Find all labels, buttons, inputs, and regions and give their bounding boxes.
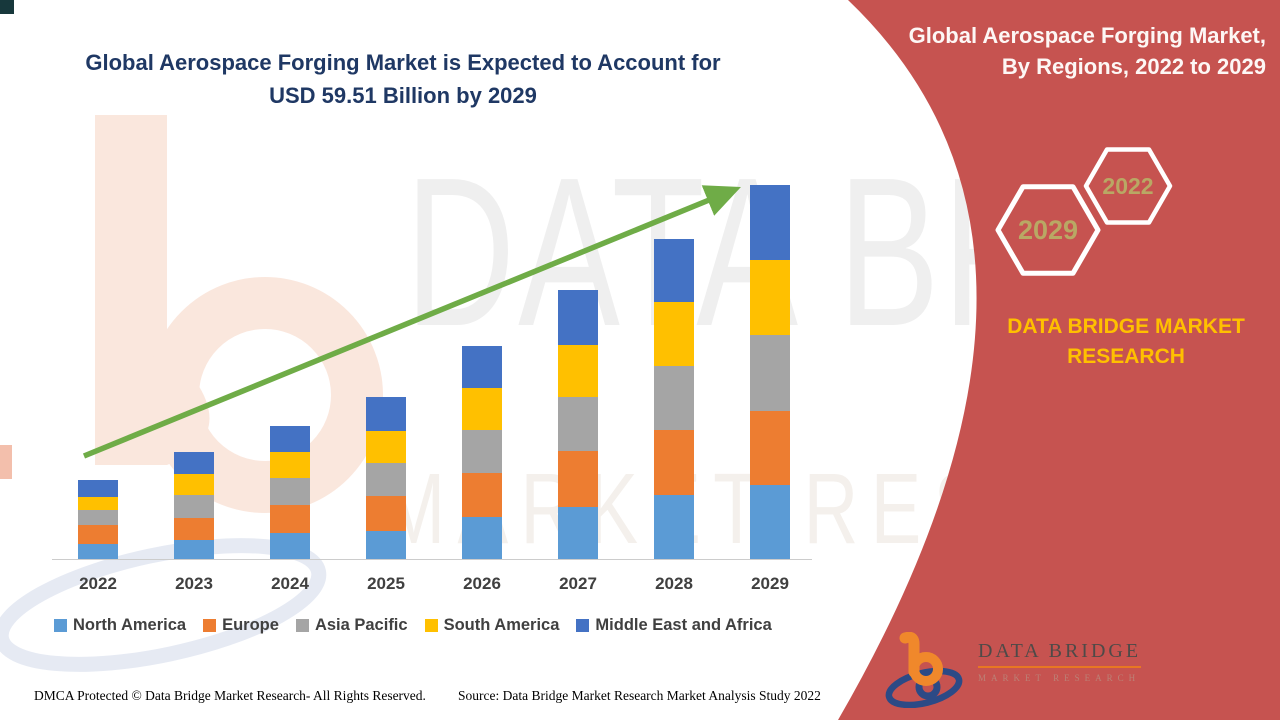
bar-segment-2028-north-america [654,494,694,559]
brand-logo-tagline: MARKET RESEARCH [978,673,1141,683]
legend-item-middle-east-and-africa: Middle East and Africa [576,616,772,635]
legend-label: Middle East and Africa [595,616,772,634]
brand-logo-icon [885,632,963,708]
page-title-line1: Global Aerospace Forging Market is Expec… [85,50,721,75]
bar-segment-2029-middle-east-and-africa [750,184,790,261]
bar-segment-2022-south-america [78,496,118,510]
bar-segment-2026-north-america [462,516,502,559]
legend-item-south-america: South America [424,616,560,635]
bar-segment-2029-asia-pacific [750,334,790,411]
corner-mark [0,0,14,14]
bar-segment-2029-north-america [750,484,790,559]
page-title-line2: USD 59.51 Billion by 2029 [269,83,537,108]
hexagon-2029-badge: 2029 [995,184,1101,276]
page-title: Global Aerospace Forging Market is Expec… [38,46,768,112]
sidebar-brand-line2: RESEARCH [1067,345,1185,368]
bar-segment-2027-europe [558,450,598,507]
x-axis-label-2025: 2025 [367,574,405,593]
brand-logo-text: DATA BRIDGE MARKET RESEARCH [978,640,1142,683]
legend-label: South America [443,616,560,634]
sidebar-heading-line1: Global Aerospace Forging Market, [908,23,1266,48]
sidebar-heading-line2: By Regions, 2022 to 2029 [1001,54,1266,79]
x-axis-label-2028: 2028 [655,574,693,593]
bar-segment-2029-south-america [750,260,790,335]
x-axis-label-2029: 2029 [751,574,789,593]
bar-segment-2023-europe [174,518,214,541]
bar-segment-2027-north-america [558,506,598,559]
bar-segment-2026-europe [462,472,502,517]
sidebar-brand-text: DATA BRIDGE MARKET RESEARCH [985,312,1267,372]
legend-swatch-icon [576,619,590,632]
x-axis-label-2027: 2027 [559,574,597,593]
x-axis-line [52,559,812,560]
hexagon-2022-label: 2022 [1102,173,1153,199]
source-note: Source: Data Bridge Market Research Mark… [458,688,821,703]
hexagon-2029-label: 2029 [1018,215,1078,245]
brand-logo: DATA BRIDGE MARKET RESEARCH [884,632,1142,708]
legend-label: Asia Pacific [314,616,408,634]
bar-2029 [750,184,790,559]
bar-segment-2022-asia-pacific [78,509,118,526]
dmca-notice: DMCA Protected © Data Bridge Market Rese… [34,688,426,703]
bar-segment-2029-europe [750,410,790,485]
x-axis-label-2026: 2026 [463,574,501,593]
bar-segment-2025-north-america [366,530,406,559]
brand-logo-name: DATA BRIDGE [978,640,1142,668]
bar-segment-2022-middle-east-and-africa [78,479,118,497]
sidebar-heading: Global Aerospace Forging Market, By Regi… [900,20,1266,82]
legend-swatch-icon [424,619,438,632]
sidebar-brand-line1: DATA BRIDGE MARKET [1007,315,1245,338]
hexagon-2022-badge: 2022 [1083,147,1173,225]
